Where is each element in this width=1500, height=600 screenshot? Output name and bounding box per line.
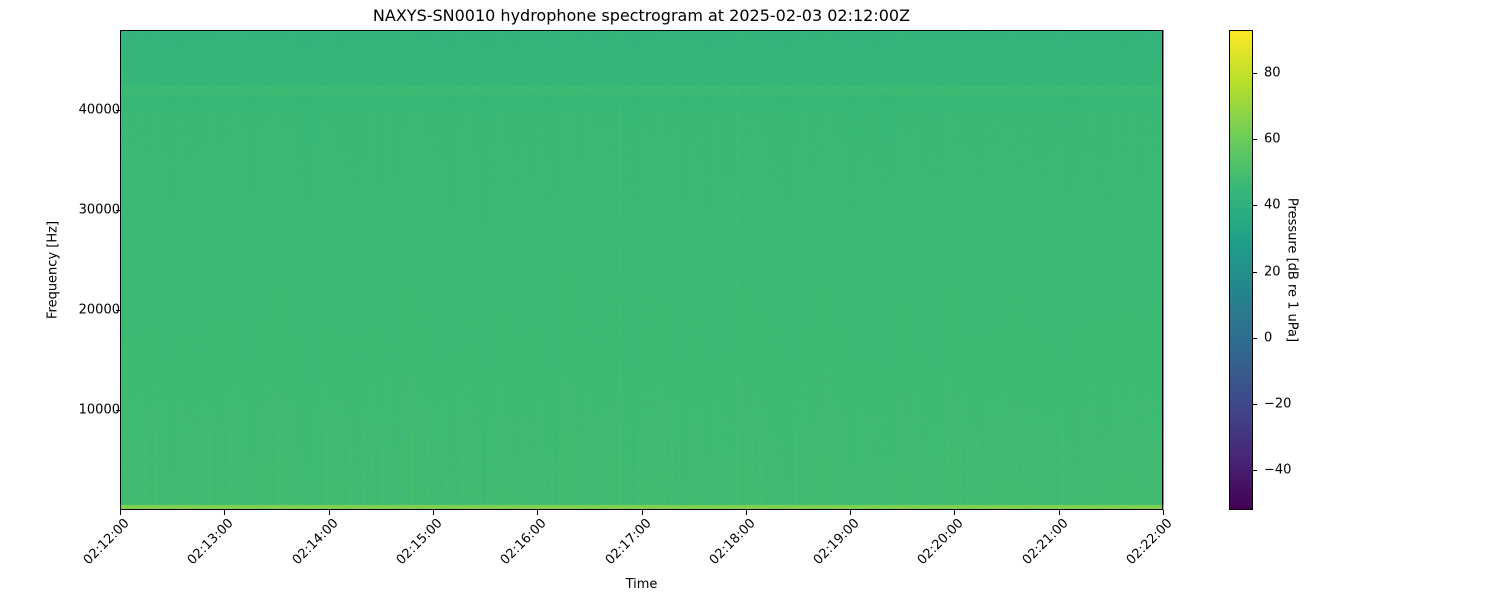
colorbar-tick-label: 20 (1264, 264, 1281, 280)
spectrogram-heatmap (120, 30, 1164, 510)
colorbar-tick-mark (1253, 73, 1257, 75)
x-tick-label: 02:16:00 (497, 516, 550, 568)
colorbar-tick-label: −40 (1264, 462, 1292, 478)
colorbar-tick-label: 80 (1264, 65, 1281, 81)
x-tick-mark (537, 510, 539, 515)
y-tick-mark (116, 110, 120, 111)
y-tick-mark (116, 210, 120, 211)
x-tick-label: 02:19:00 (810, 516, 863, 568)
y-axis-label: Frequency [Hz] (45, 220, 61, 320)
colorbar-tick-mark (1253, 404, 1257, 406)
x-tick-label: 02:22:00 (1123, 516, 1176, 568)
colorbar-tick-mark (1253, 205, 1257, 207)
y-tick-label: 10000 (78, 402, 120, 418)
x-tick-label: 02:12:00 (80, 516, 133, 568)
x-tick-mark (120, 510, 121, 515)
x-tick-mark (1163, 510, 1164, 515)
x-tick-label: 02:18:00 (706, 516, 759, 568)
colorbar-tick-label: 40 (1264, 197, 1281, 213)
y-tick-label: 40000 (78, 102, 120, 118)
x-tick-label: 02:21:00 (1019, 516, 1072, 568)
x-tick-mark (954, 510, 956, 515)
x-tick-mark (850, 510, 852, 515)
colorbar-label: Pressure [dB re 1 uPa] (1284, 197, 1300, 343)
colorbar (1229, 30, 1253, 510)
x-tick-mark (745, 510, 747, 515)
x-tick-label: 02:17:00 (602, 516, 655, 568)
y-tick-mark (116, 410, 120, 411)
y-tick-label: 30000 (78, 202, 120, 218)
colorbar-tick-label: 60 (1264, 131, 1281, 147)
x-tick-mark (224, 510, 226, 515)
colorbar-tick-mark (1253, 271, 1257, 273)
x-tick-label: 02:13:00 (185, 516, 237, 568)
colorbar-tick-mark (1253, 470, 1257, 472)
x-tick-label: 02:20:00 (915, 516, 967, 568)
y-tick-label: 20000 (78, 302, 120, 318)
x-tick-label: 02:15:00 (393, 516, 446, 568)
x-tick-mark (432, 510, 434, 515)
colorbar-tick-label: 0 (1264, 330, 1273, 346)
x-tick-mark (328, 510, 330, 515)
x-tick-mark (641, 510, 643, 515)
x-axis-label: Time (625, 577, 658, 592)
x-tick-label: 02:14:00 (289, 516, 342, 568)
chart-title: NAXYS-SN0010 hydrophone spectrogram at 2… (372, 6, 911, 25)
colorbar-tick-label: −20 (1264, 396, 1292, 412)
colorbar-tick-mark (1253, 337, 1257, 339)
colorbar-tick-mark (1253, 139, 1257, 141)
x-tick-mark (1058, 510, 1060, 515)
y-tick-mark (116, 310, 120, 311)
